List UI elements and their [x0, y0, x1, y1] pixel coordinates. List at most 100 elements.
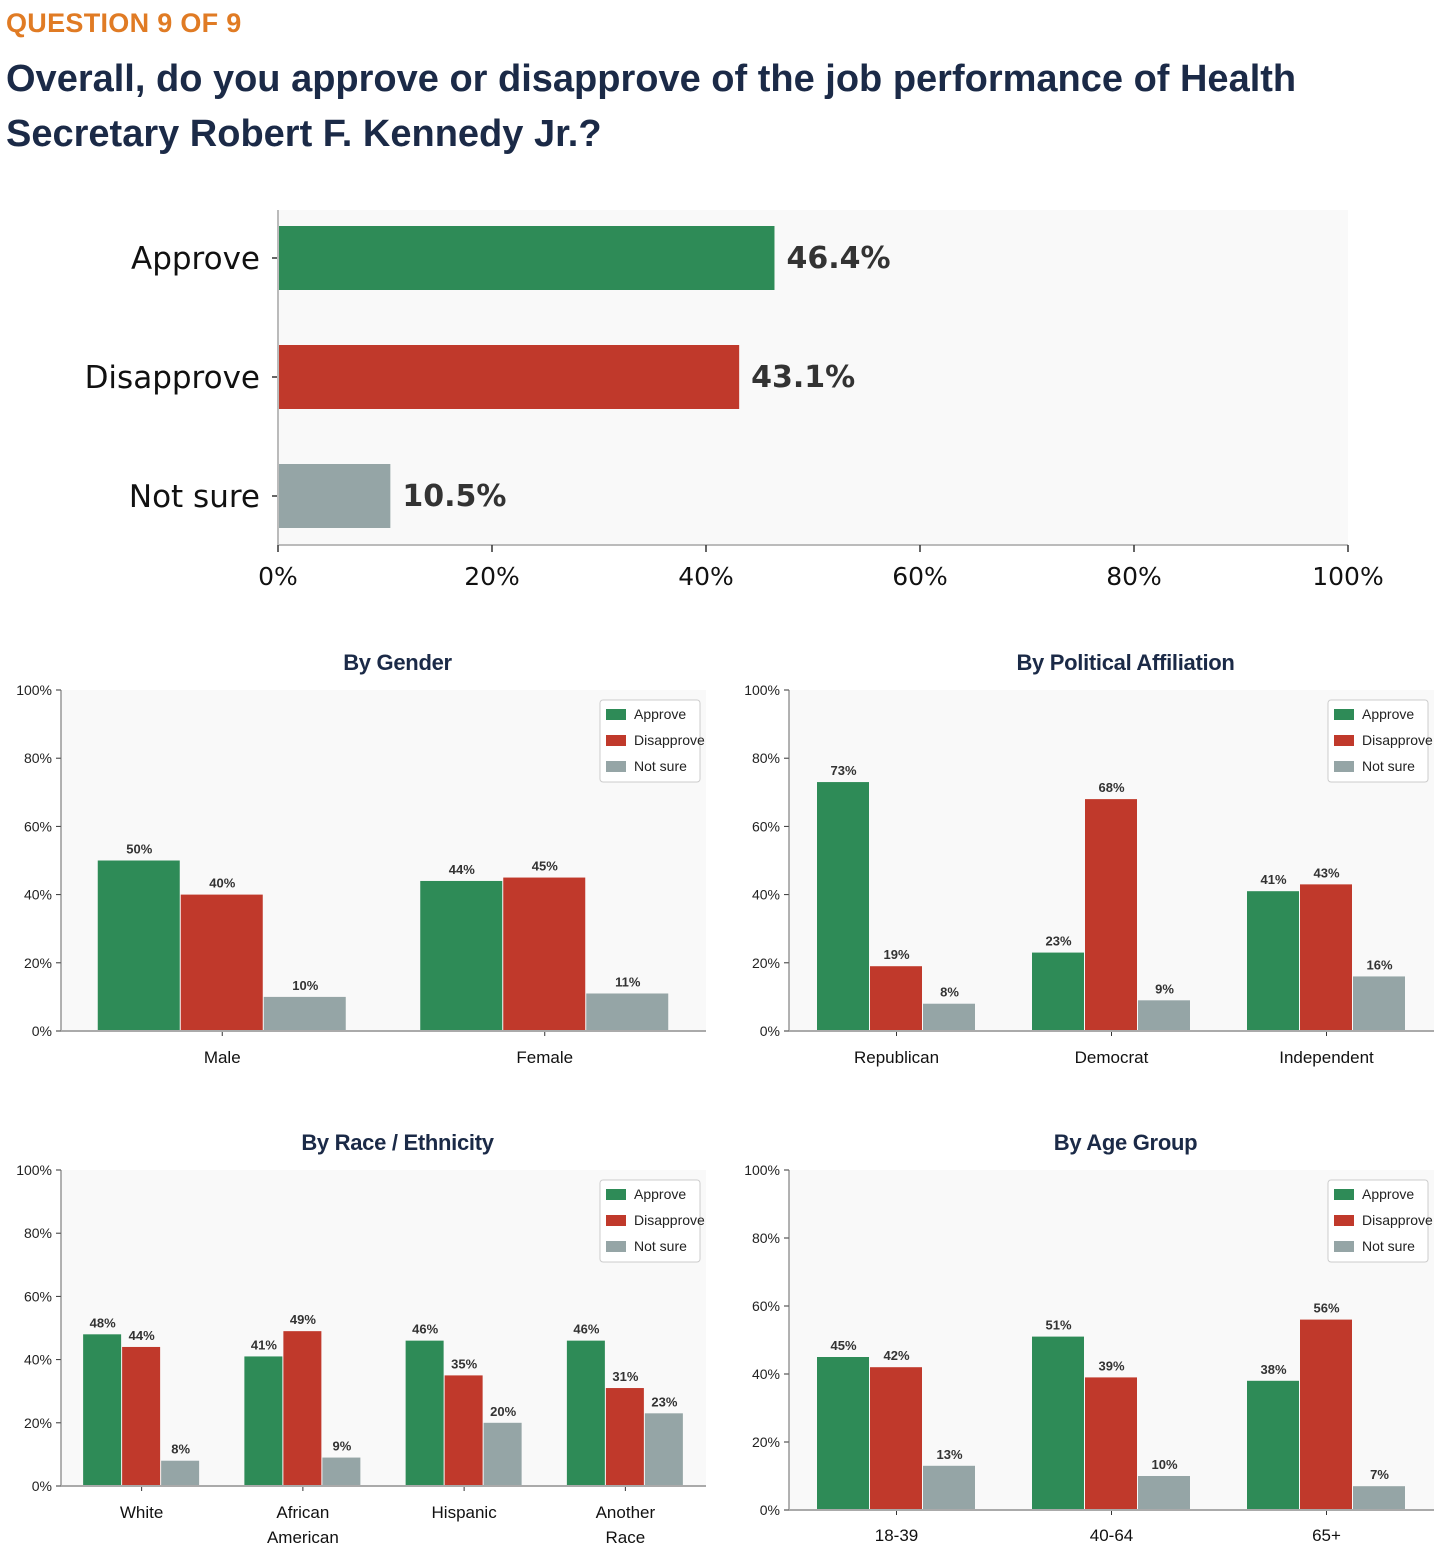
age-ytick-label-4: 80% [752, 1230, 780, 1246]
race-legend-label-approve: Approve [634, 1186, 686, 1202]
age-bar-65-not-sure [1353, 1486, 1405, 1510]
overall-xtick-label-4: 80% [1106, 562, 1162, 591]
age-ytick-label-3: 60% [752, 1298, 780, 1314]
age-bar-18-39-approve [817, 1357, 869, 1510]
race-legend-label-not-sure: Not sure [634, 1238, 687, 1254]
gender-value-label-female-not-sure: 11% [615, 974, 641, 989]
race-category-label-white: White [120, 1503, 163, 1522]
party-value-label-republican-disapprove: 19% [883, 947, 909, 962]
party-legend-swatch-approve [1334, 709, 1354, 720]
race-value-label-hispanic-approve: 46% [412, 1322, 438, 1337]
race-value-label-hispanic-disapprove: 35% [451, 1356, 477, 1371]
gender-bar-male-not-sure [263, 996, 346, 1031]
age-bar-40-64-disapprove [1085, 1377, 1137, 1510]
party-bar-democrat-disapprove [1085, 799, 1137, 1031]
party-category-label-democrat: Democrat [1075, 1048, 1149, 1067]
race-value-label-african-american-not-sure: 9% [332, 1439, 351, 1454]
race-category-label-another-race: Another Race [596, 1503, 656, 1547]
age-value-label-18-39-approve: 45% [830, 1338, 856, 1353]
age-bar-18-39-disapprove [870, 1367, 922, 1510]
party-value-label-independent-not-sure: 16% [1366, 957, 1392, 972]
race-bar-african-american-disapprove [283, 1331, 322, 1486]
party-value-label-democrat-approve: 23% [1045, 934, 1071, 949]
age-bar-65-disapprove [1300, 1319, 1352, 1510]
party-bar-independent-approve [1247, 891, 1299, 1031]
party-legend-swatch-disapprove [1334, 735, 1354, 746]
age-ytick-label-1: 20% [752, 1434, 780, 1450]
race-category-label-line-another-race-0: Another [596, 1503, 656, 1522]
party-category-label-independent: Independent [1279, 1048, 1374, 1067]
age-bar-40-64-not-sure [1138, 1476, 1190, 1510]
age-value-label-40-64-approve: 51% [1045, 1318, 1071, 1333]
age-ytick-label-2: 40% [752, 1366, 780, 1382]
gender-category-label-female: Female [516, 1048, 573, 1067]
race-ytick-label-3: 60% [24, 1288, 52, 1304]
overall-category-label-approve: Approve [131, 241, 260, 277]
race-category-label-african-american: African American [267, 1503, 339, 1547]
age-ytick-label-5: 100% [744, 1162, 780, 1178]
party-legend-label-not-sure: Not sure [1362, 758, 1415, 774]
race-bar-hispanic-disapprove [444, 1375, 483, 1486]
party-value-label-democrat-disapprove: 68% [1098, 780, 1124, 795]
party-ytick-label-2: 40% [752, 887, 780, 903]
age-value-label-65-approve: 38% [1260, 1362, 1286, 1377]
race-bar-another-race-not-sure [644, 1413, 683, 1486]
party-category-label-republican: Republican [854, 1048, 939, 1067]
race-value-label-another-race-not-sure: 23% [651, 1394, 677, 1409]
age-legend-label-approve: Approve [1362, 1186, 1414, 1202]
gender-title: By Gender [343, 650, 452, 675]
overall-bar-disapprove [278, 345, 740, 409]
overall-bar-approve [278, 226, 775, 290]
party-bar-republican-disapprove [870, 966, 922, 1031]
race-legend-swatch-not-sure [606, 1241, 626, 1252]
gender-ytick-label-1: 20% [24, 955, 52, 971]
overall-value-label-not-sure: 10.5% [402, 479, 506, 514]
race-value-label-another-race-approve: 46% [573, 1322, 599, 1337]
gender-ytick-label-0: 0% [32, 1023, 52, 1039]
age-value-label-65-not-sure: 7% [1370, 1467, 1389, 1482]
age-legend-swatch-not-sure [1334, 1241, 1354, 1252]
gender-bar-male-approve [97, 860, 180, 1031]
race-bar-white-not-sure [161, 1460, 200, 1486]
age-category-label-40-64: 40-64 [1090, 1526, 1133, 1545]
gender-value-label-female-disapprove: 45% [532, 859, 558, 874]
party-ytick-label-0: 0% [760, 1023, 780, 1039]
age-legend-label-not-sure: Not sure [1362, 1238, 1415, 1254]
question-number: QUESTION 9 OF 9 [6, 8, 242, 38]
gender-legend-swatch-disapprove [606, 735, 626, 746]
race-category-label-hispanic: Hispanic [432, 1503, 498, 1522]
gender-legend-swatch-approve [606, 709, 626, 720]
age-value-label-40-64-disapprove: 39% [1098, 1358, 1124, 1373]
race-ytick-label-5: 100% [16, 1162, 52, 1178]
party-value-label-independent-approve: 41% [1260, 872, 1286, 887]
race-bar-another-race-approve [566, 1340, 605, 1486]
overall-xtick-label-5: 100% [1312, 562, 1383, 591]
age-legend-label-disapprove: Disapprove [1362, 1212, 1433, 1228]
race-value-label-white-disapprove: 44% [129, 1328, 155, 1343]
age-value-label-18-39-not-sure: 13% [936, 1447, 962, 1462]
age-title: By Age Group [1054, 1130, 1197, 1155]
overall-xtick-label-1: 20% [464, 562, 520, 591]
race-ytick-label-2: 40% [24, 1352, 52, 1368]
age-ytick-label-0: 0% [760, 1502, 780, 1518]
overall-bar-not-sure [278, 464, 391, 528]
race-value-label-african-american-approve: 41% [251, 1337, 277, 1352]
race-chart: By Race / Ethnicity 0% 20% 40% 60% 80% 100% 48%… [16, 1130, 706, 1547]
party-value-label-republican-approve: 73% [830, 763, 856, 778]
party-ytick-label-3: 60% [752, 818, 780, 834]
race-bar-hispanic-approve [405, 1340, 444, 1486]
race-legend-swatch-approve [606, 1189, 626, 1200]
overall-value-label-disapprove: 43.1% [751, 360, 855, 395]
gender-chart: By Gender 0% 20% 40% 60% 80% 100% 50% 40% 10% Male… [16, 650, 706, 1067]
gender-ytick-label-5: 100% [16, 682, 52, 698]
age-value-label-40-64-not-sure: 10% [1151, 1457, 1177, 1472]
race-ytick-label-1: 20% [24, 1415, 52, 1431]
gender-ytick-label-4: 80% [24, 750, 52, 766]
race-ytick-label-4: 80% [24, 1225, 52, 1241]
gender-legend-label-disapprove: Disapprove [634, 732, 705, 748]
question-text: Overall, do you approve or disapprove of… [6, 58, 1297, 155]
race-bar-hispanic-not-sure [483, 1422, 522, 1486]
party-chart: By Political Affiliation 0% 20% 40% 60% 80% 10… [744, 650, 1434, 1067]
gender-legend-swatch-not-sure [606, 761, 626, 772]
race-category-label-line-african-american-0: African [276, 1503, 329, 1522]
